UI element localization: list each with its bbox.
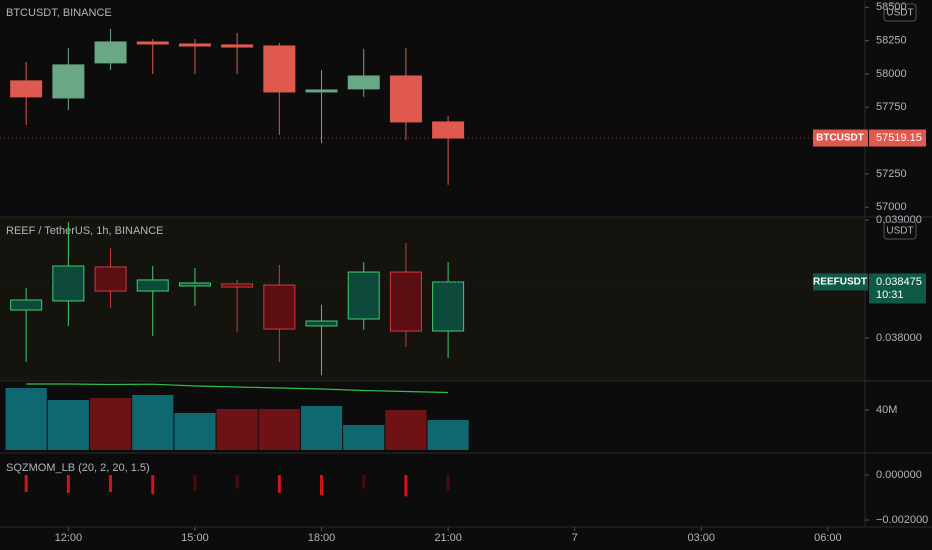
bar	[89, 398, 132, 450]
candle-body	[305, 89, 338, 93]
candle-body	[52, 64, 85, 99]
bar	[385, 410, 427, 450]
currency-label: USDT	[886, 226, 913, 237]
y-tick-label: −0.002000	[876, 514, 928, 526]
bar	[5, 388, 47, 450]
y-tick-label: 58250	[876, 35, 907, 47]
price-box	[869, 273, 926, 304]
y-tick-label: 0.038000	[876, 332, 922, 344]
candle-body	[432, 121, 465, 139]
candle-body	[389, 75, 422, 123]
candle-body	[94, 266, 127, 292]
x-tick-label: 12:00	[55, 532, 83, 544]
y-tick-label: 0.039000	[876, 214, 922, 226]
symbol-box	[813, 273, 868, 291]
pane-title: SQZMOM_LB (20, 2, 20, 1.5)	[6, 462, 150, 474]
candle-body	[221, 283, 254, 288]
symbol-label: BTCUSDT	[816, 133, 864, 144]
x-tick-label: 06:00	[814, 532, 842, 544]
candle-body	[305, 320, 338, 327]
currency-box	[883, 3, 917, 22]
bar	[320, 475, 324, 496]
candle-body	[263, 284, 296, 330]
bar	[343, 425, 385, 450]
bar	[24, 475, 28, 492]
candle-body	[10, 80, 43, 98]
y-tick-label: 40M	[876, 404, 897, 416]
bar	[109, 475, 113, 492]
price-box	[869, 129, 926, 147]
y-tick-label: 58000	[876, 68, 907, 80]
y-tick-label: 57000	[876, 201, 907, 213]
bar	[300, 406, 343, 450]
candle-body	[347, 271, 380, 320]
pane-title: BTCUSDT, BINANCE	[6, 7, 112, 19]
bar	[47, 400, 89, 450]
candle-body	[178, 43, 211, 47]
y-tick-label: 57750	[876, 101, 907, 113]
pane-title: REEF / TetherUS, 1h, BINANCE	[6, 225, 164, 237]
y-tick-label: 0.000000	[876, 469, 922, 481]
symbol-label: REEFUSDT	[813, 277, 867, 288]
candle-body	[221, 44, 254, 48]
candle-body	[432, 281, 465, 332]
candle-body	[389, 271, 422, 332]
x-tick-label: 03:00	[688, 532, 716, 544]
bar	[404, 475, 408, 497]
x-tick-label: 7	[572, 532, 578, 544]
candle-body	[136, 41, 169, 45]
candle-body	[178, 282, 211, 287]
price-label: 0.038475	[876, 276, 922, 288]
bar	[258, 409, 300, 450]
bar	[216, 409, 258, 450]
symbol-box	[813, 129, 868, 147]
bar	[151, 475, 155, 495]
bar	[277, 475, 281, 494]
candle-body	[263, 45, 296, 93]
price-label: 57519.15	[876, 132, 922, 144]
countdown-label: 10:31	[876, 289, 904, 301]
bar	[174, 413, 216, 450]
currency-label: USDT	[886, 8, 913, 19]
x-tick-label: 18:00	[308, 532, 336, 544]
bar	[132, 395, 174, 450]
bar	[193, 475, 197, 491]
x-tick-label: 15:00	[181, 532, 209, 544]
bar	[446, 475, 450, 491]
candle-body	[52, 265, 85, 302]
candle-body	[10, 299, 43, 311]
y-tick-label: 57250	[876, 168, 907, 180]
x-tick-label: 21:00	[434, 532, 462, 544]
bar	[427, 420, 469, 450]
bar	[66, 475, 70, 494]
candle-body	[136, 279, 169, 292]
bar	[362, 475, 366, 489]
moving-average-line	[26, 383, 449, 394]
bar	[235, 475, 239, 489]
candle-body	[347, 75, 380, 90]
currency-box	[883, 221, 917, 240]
candle-body	[94, 41, 127, 64]
